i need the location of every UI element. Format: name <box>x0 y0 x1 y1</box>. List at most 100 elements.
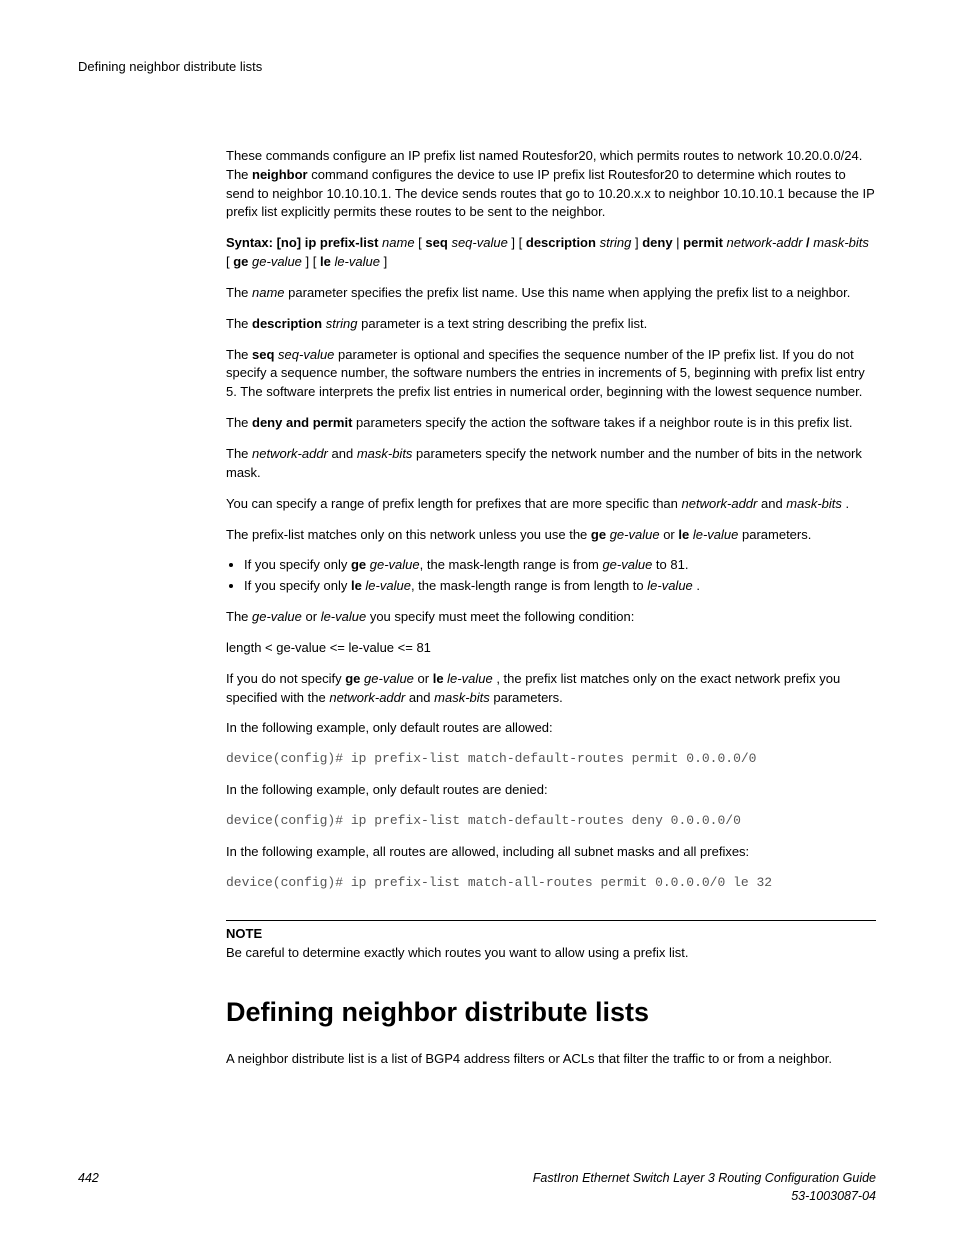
syntax-seq-val: seq-value <box>451 235 507 250</box>
ital-text: name <box>252 285 285 300</box>
ital-text: ge-value <box>252 609 302 624</box>
syntax-ge-val: ge-value <box>252 254 302 269</box>
text: parameter is a text string describing th… <box>358 316 648 331</box>
running-header: Defining neighbor distribute lists <box>78 58 876 77</box>
note-label: NOTE <box>226 925 876 944</box>
example-1-label: In the following example, only default r… <box>226 719 876 738</box>
text: . <box>693 578 700 593</box>
code-block-2: device(config)# ip prefix-list match-def… <box>226 812 876 831</box>
section-heading: Defining neighbor distribute lists <box>226 993 876 1032</box>
paragraph-description: The description string parameter is a te… <box>226 315 876 334</box>
text: parameter specifies the prefix list name… <box>285 285 851 300</box>
ital-text: le-value <box>321 609 367 624</box>
text: The prefix-list matches only on this net… <box>226 527 591 542</box>
syntax-desc: description <box>526 235 596 250</box>
ital-text: network-addr <box>252 446 328 461</box>
bold-text: ge <box>351 557 366 572</box>
text: You can specify a range of prefix length… <box>226 496 682 511</box>
ital-text: le-value <box>447 671 493 686</box>
text: command configures the device to use IP … <box>226 167 875 220</box>
paragraph-intro: These commands configure an IP prefix li… <box>226 147 876 222</box>
bold-text: neighbor <box>252 167 308 182</box>
footer-docnum: 53-1003087-04 <box>791 1189 876 1203</box>
paragraph-denypermit: The deny and permit parameters specify t… <box>226 414 876 433</box>
ital-text: string <box>326 316 358 331</box>
text: or <box>302 609 321 624</box>
text: or <box>414 671 433 686</box>
text: parameters. <box>490 690 563 705</box>
bold-text: le <box>678 527 689 542</box>
ital-text: network-addr <box>682 496 758 511</box>
paragraph-seq: The seq seq-value parameter is optional … <box>226 346 876 403</box>
ital-text: le-value <box>365 578 411 593</box>
syntax-desc-val: string <box>600 235 632 250</box>
text: If you specify only <box>244 578 351 593</box>
syntax-seq: seq <box>425 235 447 250</box>
content-body: These commands configure an IP prefix li… <box>226 147 876 1069</box>
example-2-label: In the following example, only default r… <box>226 781 876 800</box>
text: The <box>226 347 252 362</box>
syntax-deny: deny <box>642 235 672 250</box>
bold-text: ge <box>591 527 606 542</box>
syntax-slash: / <box>806 235 810 250</box>
text: , the mask-length range is from <box>420 557 603 572</box>
inequality: length < ge-value <= le-value <= 81 <box>226 639 876 658</box>
paragraph-match: The prefix-list matches only on this net… <box>226 526 876 545</box>
list-item: If you specify only ge ge-value, the mas… <box>244 556 876 575</box>
ital-text: ge-value <box>602 557 652 572</box>
text: parameters. <box>738 527 811 542</box>
paragraph-netmask: The network-addr and mask-bits parameter… <box>226 445 876 483</box>
bold-text: ge <box>345 671 360 686</box>
ital-text: mask-bits <box>786 496 842 511</box>
text: If you do not specify <box>226 671 345 686</box>
text: The <box>226 285 252 300</box>
text: to 81. <box>652 557 688 572</box>
ital-text: ge-value <box>370 557 420 572</box>
syntax-lead: Syntax: [no] ip prefix-list <box>226 235 378 250</box>
bold-text: seq <box>252 347 274 362</box>
bullet-list: If you specify only ge ge-value, the mas… <box>226 556 876 596</box>
page-footer: 442 FastIron Ethernet Switch Layer 3 Rou… <box>78 1169 876 1205</box>
example-3-label: In the following example, all routes are… <box>226 843 876 862</box>
code-block-1: device(config)# ip prefix-list match-def… <box>226 750 876 769</box>
text: . <box>842 496 849 511</box>
paragraph-name: The name parameter specifies the prefix … <box>226 284 876 303</box>
syntax-maskbits: mask-bits <box>813 235 869 250</box>
ital-text: le-value <box>693 527 739 542</box>
page: Defining neighbor distribute lists These… <box>0 0 954 1235</box>
section-paragraph: A neighbor distribute list is a list of … <box>226 1050 876 1069</box>
text: parameters specify the action the softwa… <box>352 415 852 430</box>
bold-text: description <box>252 316 322 331</box>
text: and <box>405 690 434 705</box>
text: and <box>328 446 357 461</box>
footer-text: FastIron Ethernet Switch Layer 3 Routing… <box>533 1169 876 1205</box>
text: and <box>757 496 786 511</box>
note-rule <box>226 920 876 921</box>
bold-text: le <box>351 578 362 593</box>
text: or <box>660 527 679 542</box>
syntax-le: le <box>320 254 331 269</box>
text: The <box>226 446 252 461</box>
code-block-3: device(config)# ip prefix-list match-all… <box>226 874 876 893</box>
ital-text: ge-value <box>364 671 414 686</box>
text: If you specify only <box>244 557 351 572</box>
syntax-line: Syntax: [no] ip prefix-list name [ seq s… <box>226 234 876 272</box>
ital-text: mask-bits <box>357 446 413 461</box>
paragraph-no-gele: If you do not specify ge ge-value or le … <box>226 670 876 708</box>
ital-text: ge-value <box>610 527 660 542</box>
syntax-ge: ge <box>233 254 248 269</box>
ital-text: seq-value <box>278 347 334 362</box>
paragraph-condition: The ge-value or le-value you specify mus… <box>226 608 876 627</box>
text: The <box>226 609 252 624</box>
bold-text: deny and permit <box>252 415 352 430</box>
text: , the mask-length range is from length t… <box>411 578 647 593</box>
bold-text: le <box>433 671 444 686</box>
text: The <box>226 316 252 331</box>
syntax-le-val: le-value <box>334 254 380 269</box>
footer-title: FastIron Ethernet Switch Layer 3 Routing… <box>533 1171 876 1185</box>
syntax-permit: permit <box>683 235 723 250</box>
page-number: 442 <box>78 1169 99 1187</box>
ital-text: network-addr <box>329 690 405 705</box>
syntax-name: name <box>382 235 415 250</box>
ital-text: mask-bits <box>434 690 490 705</box>
